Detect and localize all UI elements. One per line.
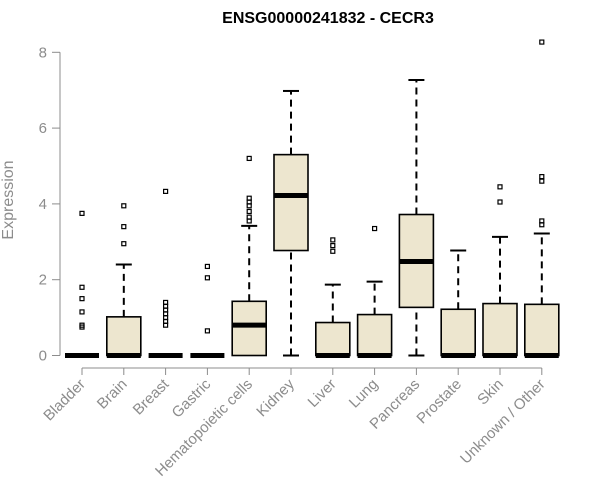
box-brain — [106, 203, 142, 358]
box-skin — [482, 184, 518, 358]
box-pancreas — [398, 78, 435, 357]
box-body — [231, 300, 267, 357]
outlier-point — [372, 225, 378, 232]
outlier-point — [246, 155, 252, 162]
box-body — [106, 316, 142, 357]
outlier-point — [79, 309, 85, 315]
outlier-point — [163, 299, 169, 306]
box-gastric — [190, 263, 225, 358]
outlier-point — [204, 328, 210, 334]
outlier-point — [539, 218, 545, 224]
outlier-point — [330, 242, 336, 249]
box-liver — [314, 237, 351, 358]
y-tick-label: 8 — [39, 44, 47, 61]
outlier-point — [497, 199, 503, 205]
outlier-point — [79, 322, 85, 328]
x-tick-label: Kidney — [253, 375, 298, 420]
box-breast — [148, 188, 183, 358]
outlier-point — [204, 275, 210, 281]
y-tick-label: 6 — [39, 120, 47, 137]
box-body — [273, 153, 309, 252]
outlier-point — [246, 214, 252, 220]
y-axis-label: Expression — [0, 160, 17, 239]
box-unknown-other — [523, 39, 560, 358]
outlier-point — [539, 39, 545, 45]
x-tick-label: Breast — [130, 375, 173, 418]
outlier-point — [539, 174, 545, 180]
box-body — [440, 308, 477, 357]
outlier-point — [163, 188, 169, 194]
x-tick-label: Brain — [94, 376, 131, 413]
outlier-point — [246, 208, 252, 215]
x-tick-label: Lung — [346, 376, 382, 412]
outlier-point — [539, 178, 545, 184]
outlier-point — [79, 296, 85, 302]
box-body — [356, 313, 393, 357]
outlier-point — [497, 184, 503, 190]
box-body — [482, 302, 518, 357]
x-tick-label: Prostate — [413, 376, 465, 428]
y-tick-label: 2 — [39, 272, 47, 289]
outlier-point — [121, 241, 127, 247]
box-hematopoietic-cells — [231, 155, 267, 357]
box-bladder — [65, 210, 99, 358]
chart-title: ENSG00000241832 - CECR3 — [222, 10, 434, 27]
outlier-point — [121, 203, 127, 209]
outlier-point — [204, 263, 210, 270]
outlier-point — [121, 224, 127, 230]
outlier-point — [330, 237, 336, 243]
box-kidney — [273, 89, 309, 357]
outlier-point — [79, 284, 85, 290]
x-tick-label: Liver — [305, 376, 340, 411]
y-axis: 0 2 4 6 8 — [39, 44, 61, 365]
y-tick-label: 4 — [39, 196, 47, 213]
x-tick-label: Bladder — [40, 376, 89, 425]
box-prostate — [440, 249, 477, 358]
box-lung — [356, 225, 393, 358]
outlier-point — [79, 210, 85, 216]
box-body — [523, 303, 560, 357]
boxes-group — [65, 39, 560, 358]
box-body — [314, 321, 351, 357]
outlier-point — [330, 248, 336, 254]
x-tick-label: Skin — [474, 376, 507, 409]
outlier-point — [246, 195, 252, 201]
y-tick-label: 0 — [39, 348, 47, 365]
